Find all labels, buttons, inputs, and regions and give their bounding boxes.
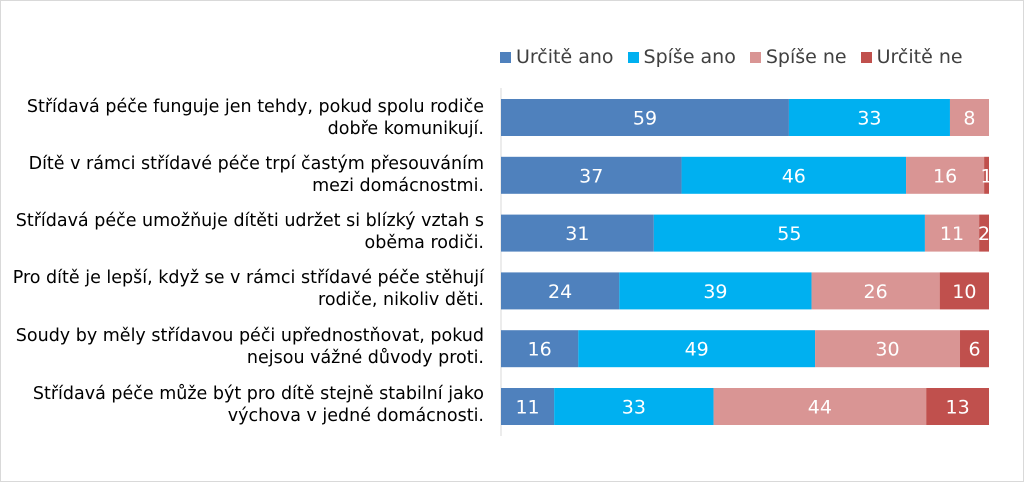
data-label-2-0: 31	[565, 223, 589, 245]
bar-segment-3-2	[811, 272, 940, 310]
bar-segment-1-3	[984, 156, 989, 194]
category-label-2: Střídavá péče umožňuje dítěti udržet si …	[15, 211, 484, 253]
category-label-3: Pro dítě je lepší, když se v rámci stříd…	[12, 268, 484, 310]
category-label-1: Dítě v rámci střídavé péče trpí častým p…	[28, 154, 484, 196]
data-label-5-1: 33	[622, 397, 646, 419]
data-label-1-3: 1	[981, 165, 993, 187]
data-label-3-2: 26	[864, 281, 888, 303]
bar-segment-2-1	[653, 214, 925, 252]
category-label-5: Střídavá péče může být pro dítě stejně s…	[32, 384, 484, 426]
data-label-1-2: 16	[933, 165, 957, 187]
data-label-2-3: 2	[978, 223, 990, 245]
data-label-3-0: 24	[548, 281, 572, 303]
bar-segment-4-3	[960, 330, 989, 368]
bar-segment-2-2	[924, 214, 980, 252]
bar-segment-0-2	[949, 99, 989, 136]
legend-item-spise-ano: Spíše ano	[627, 46, 736, 68]
bar-segment-4-0	[501, 330, 579, 368]
bar-segment-5-0	[501, 388, 555, 425]
bar-segment-2-0	[501, 214, 654, 252]
data-label-3-1: 39	[703, 281, 727, 303]
legend-item-urcite-ne: Určitě ne	[860, 46, 963, 68]
bar-segment-0-1	[788, 99, 950, 136]
bar-segment-1-2	[906, 156, 985, 194]
category-label-4: Soudy by měly střídavou péči upřednostňo…	[15, 326, 484, 368]
data-label-5-3: 13	[945, 397, 969, 419]
data-label-0-0: 59	[633, 108, 657, 130]
data-label-2-1: 55	[777, 223, 801, 245]
data-label-5-2: 44	[808, 397, 832, 419]
legend-label-urcite-ano: Určitě ano	[516, 46, 614, 68]
data-label-1-1: 46	[782, 165, 806, 187]
legend-label-urcite-ne: Určitě ne	[876, 46, 963, 68]
legend-swatch-urcite-ne	[860, 51, 872, 63]
data-label-0-2: 8	[963, 108, 975, 130]
data-label-3-3: 10	[952, 281, 976, 303]
bar-segment-3-0	[501, 272, 620, 310]
data-label-2-2: 11	[940, 223, 964, 245]
data-label-0-1: 33	[857, 108, 881, 130]
legend-swatch-urcite-ano	[500, 51, 511, 63]
bar-segment-5-3	[926, 388, 989, 425]
bar-segment-1-0	[501, 156, 682, 194]
data-label-1-0: 37	[579, 165, 603, 187]
data-label-4-1: 49	[685, 339, 709, 361]
bar-segment-3-3	[939, 272, 989, 310]
bar-segment-5-1	[554, 388, 714, 425]
bar-segment-3-1	[619, 272, 812, 310]
legend-label-spise-ano: Spíše ano	[643, 46, 736, 68]
legend-item-spise-ne: Spíše ne	[749, 46, 847, 68]
data-label-4-0: 16	[528, 339, 552, 361]
bar-segment-4-2	[815, 330, 961, 368]
bar-segment-4-1	[578, 330, 816, 368]
data-label-4-2: 30	[875, 339, 899, 361]
bar-segment-0-0	[501, 99, 789, 136]
data-label-4-3: 6	[968, 339, 980, 361]
bar-segment-2-3	[979, 214, 989, 252]
legend-swatch-spise-ano	[627, 51, 639, 63]
legend-label-spise-ne: Spíše ne	[765, 46, 847, 68]
bar-segment-1-1	[681, 156, 907, 194]
legend: Určitě ano Spíše ano Spíše ne Určitě ne	[500, 44, 977, 70]
bar-segment-5-2	[713, 388, 927, 425]
data-label-5-0: 11	[515, 397, 539, 419]
category-label-0: Střídavá péče funguje jen tehdy, pokud s…	[26, 97, 484, 139]
legend-item-urcite-ano: Určitě ano	[500, 46, 614, 68]
legend-swatch-spise-ne	[749, 51, 761, 63]
